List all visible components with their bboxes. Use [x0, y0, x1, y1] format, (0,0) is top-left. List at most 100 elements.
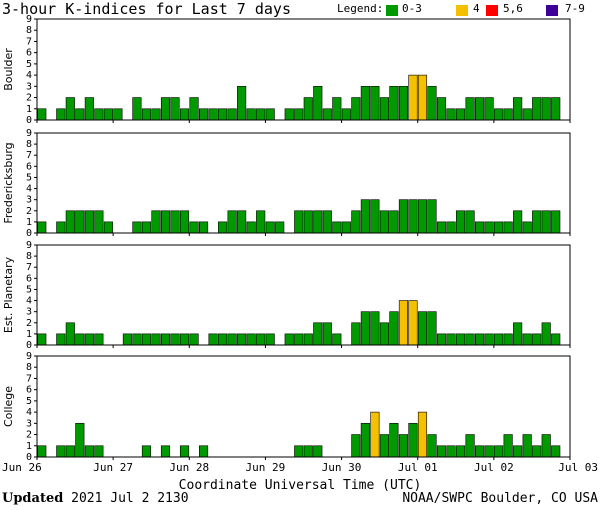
bar	[37, 445, 47, 458]
bar	[189, 333, 199, 346]
bar	[141, 108, 152, 121]
y-tick-label: 0	[26, 452, 32, 463]
y-tick-label: 9	[26, 351, 32, 362]
bar	[465, 333, 475, 346]
y-tick-label: 8	[26, 362, 32, 373]
bar	[313, 86, 323, 121]
bar	[284, 108, 294, 121]
y-tick-label: 8	[26, 139, 32, 150]
bar	[303, 97, 313, 121]
y-tick-label: 3	[26, 307, 32, 318]
bar	[417, 199, 428, 234]
bar	[465, 97, 475, 121]
y-tick-label: 7	[26, 36, 32, 47]
bar	[513, 97, 523, 121]
bar	[84, 210, 94, 234]
bar	[408, 423, 418, 458]
bar	[503, 333, 513, 346]
y-tick-label: 1	[26, 329, 32, 340]
y-tick-label: 5	[26, 284, 32, 295]
bar	[446, 221, 456, 234]
bar	[503, 434, 513, 458]
y-tick-label: 7	[26, 150, 32, 161]
bar	[284, 333, 294, 346]
bar	[141, 445, 152, 458]
bar	[227, 210, 237, 234]
legend: Legend: 0-3 4 5,6 7-9	[0, 2, 600, 18]
bar	[503, 108, 513, 121]
bar	[513, 210, 523, 234]
bar	[94, 445, 104, 458]
bar	[218, 221, 228, 234]
bar	[246, 221, 256, 234]
x-tick-label: Jul 02	[474, 461, 514, 474]
bar	[389, 210, 399, 234]
bar	[475, 445, 485, 458]
bar	[475, 97, 485, 121]
bar	[436, 97, 447, 121]
bar	[551, 333, 561, 346]
bar	[313, 322, 323, 346]
bar	[103, 108, 113, 121]
bar	[227, 108, 237, 121]
bar	[455, 210, 466, 234]
bar	[160, 333, 171, 346]
panel-label: Fredericksburg	[2, 142, 15, 223]
bar	[294, 445, 304, 458]
bar	[455, 333, 466, 346]
bar	[332, 97, 342, 121]
bar	[237, 210, 247, 234]
bar	[37, 221, 47, 234]
bar	[436, 221, 447, 234]
bar	[484, 97, 494, 121]
bar	[370, 86, 380, 121]
bar	[151, 108, 161, 121]
y-tick-label: 2	[26, 93, 32, 104]
bar	[351, 210, 361, 234]
bar	[132, 333, 142, 346]
bar	[246, 333, 256, 346]
bar	[370, 199, 380, 234]
legend-swatch-5-6	[486, 5, 498, 16]
y-tick-label: 3	[26, 418, 32, 429]
bar	[208, 333, 218, 346]
y-tick-label: 5	[26, 396, 32, 407]
bar	[256, 210, 266, 234]
bar	[94, 210, 104, 234]
legend-item-7-9: 7-9	[565, 2, 585, 15]
legend-swatch-7-9	[546, 5, 558, 16]
y-tick-label: 5	[26, 172, 32, 183]
bar	[379, 210, 389, 234]
bar	[465, 210, 475, 234]
legend-swatch-4	[456, 5, 468, 16]
bar	[522, 434, 532, 458]
bar	[465, 434, 475, 458]
updated-timestamp: Updated 2021 Jul 2 2130	[2, 491, 189, 506]
bar	[322, 108, 332, 121]
x-tick-label: Jun 30	[322, 461, 362, 474]
x-tick-label: Jun 27	[93, 461, 133, 474]
panel-frame	[36, 132, 571, 234]
bar	[189, 97, 199, 121]
panel-label: College	[2, 386, 15, 427]
bar	[503, 221, 513, 234]
y-tick-label: 1	[26, 104, 32, 115]
bar	[427, 86, 437, 121]
y-tick-label: 6	[26, 273, 32, 284]
y-tick-label: 9	[26, 240, 32, 251]
bar	[303, 445, 313, 458]
x-tick-label: Jul 01	[398, 461, 438, 474]
bar	[84, 333, 94, 346]
bar	[313, 210, 323, 234]
bar	[179, 333, 190, 346]
x-tick-label: Jul 03	[558, 461, 598, 474]
bar	[446, 445, 456, 458]
bar	[332, 333, 342, 346]
x-tick-label: Jun 28	[169, 461, 209, 474]
bar	[427, 311, 437, 346]
data-source: NOAA/SWPC Boulder, CO USA	[402, 491, 598, 506]
bar	[551, 445, 561, 458]
bar	[484, 221, 494, 234]
bar	[494, 333, 504, 346]
bar	[408, 74, 418, 121]
